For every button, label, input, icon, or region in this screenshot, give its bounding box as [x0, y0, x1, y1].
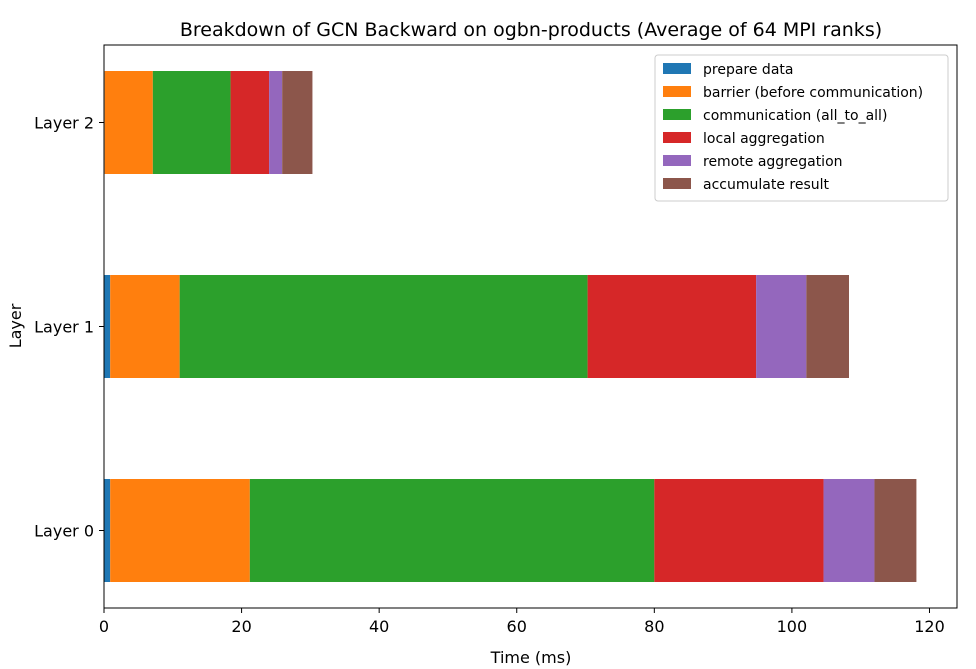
legend-box [654, 54, 949, 202]
bar-segment-layer-2-3 [230, 71, 270, 174]
bar-segment-layer-2-4 [269, 71, 283, 174]
x-tick-label: 20 [231, 617, 251, 636]
y-tick-label: Layer 1 [34, 318, 94, 337]
x-tick-label: 40 [369, 617, 389, 636]
x-axis-label: Time (ms) [490, 648, 572, 667]
x-tick-label: 100 [777, 617, 808, 636]
y-axis-ticks: Layer 0 Layer 1 Layer 2 [34, 114, 104, 541]
legend-swatch [663, 155, 691, 166]
bar-segment-layer-1-1 [110, 275, 180, 378]
bar-segment-layer-1-3 [587, 275, 757, 378]
bar-segment-layer-0-2 [249, 479, 655, 582]
y-axis-label: Layer [6, 303, 25, 348]
bars-group [104, 71, 917, 582]
x-axis-ticks: 0 20 40 60 80 100 120 [99, 608, 945, 636]
bar-segment-layer-0-0 [104, 479, 111, 582]
bar-segment-layer-0-1 [110, 479, 250, 582]
legend-label: local aggregation [703, 131, 825, 147]
bar-segment-layer-0-5 [874, 479, 917, 582]
x-tick-label: 60 [507, 617, 527, 636]
legend: prepare data barrier (before communicatio… [654, 54, 949, 202]
bar-segment-layer-2-5 [282, 71, 313, 174]
legend-swatch [663, 109, 691, 120]
legend-swatch [663, 132, 691, 143]
x-tick-label: 0 [99, 617, 109, 636]
bar-segment-layer-1-5 [806, 275, 849, 378]
bar-segment-layer-1-2 [179, 275, 588, 378]
legend-label: communication (all_to_all) [703, 108, 887, 124]
legend-swatch [663, 86, 691, 97]
x-tick-label: 80 [644, 617, 664, 636]
legend-label: remote aggregation [703, 154, 843, 170]
bar-segment-layer-0-4 [823, 479, 875, 582]
legend-label: prepare data [703, 62, 793, 78]
chart-title: Breakdown of GCN Backward on ogbn-produc… [180, 19, 882, 41]
bar-segment-layer-1-0 [104, 275, 111, 378]
legend-label: accumulate result [703, 177, 829, 193]
legend-label: barrier (before communication) [703, 85, 923, 101]
bar-segment-layer-0-3 [654, 479, 824, 582]
bar-segment-layer-1-4 [756, 275, 807, 378]
x-tick-label: 120 [914, 617, 945, 636]
bar-segment-layer-2-2 [152, 71, 231, 174]
legend-swatch [663, 178, 691, 189]
legend-swatch [663, 63, 691, 74]
y-tick-label: Layer 2 [34, 114, 94, 133]
y-tick-label: Layer 0 [34, 522, 94, 541]
bar-segment-layer-2-1 [104, 71, 153, 174]
